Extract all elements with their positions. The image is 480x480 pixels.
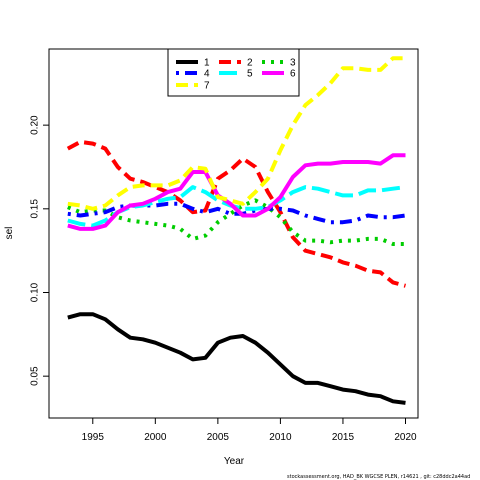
legend-label-3: 3 <box>290 58 296 69</box>
footer-note: stockassessment.org, HAD_BK WGCSE PLEN, … <box>287 474 471 480</box>
x-axis: 1995 2000 2005 2010 2015 2020 <box>82 417 417 443</box>
y-tick-label: 0.15 <box>30 199 41 219</box>
legend-label-6: 6 <box>290 69 296 80</box>
series-line-3 <box>67 198 406 246</box>
y-tick-label: 0.10 <box>30 282 41 302</box>
legend-label-4: 4 <box>204 69 210 80</box>
x-axis-title: Year <box>224 456 245 467</box>
x-tick-label: 2020 <box>394 432 417 443</box>
series-line-6 <box>67 153 406 231</box>
series-line-7 <box>67 56 406 211</box>
y-tick-label: 0.05 <box>30 366 41 386</box>
y-axis: 0.05 0.10 0.15 0.20 <box>30 115 50 386</box>
legend-label-2: 2 <box>247 58 253 69</box>
series-layer <box>66 56 407 405</box>
x-tick-label: 2015 <box>332 432 355 443</box>
legend-label-1: 1 <box>204 58 210 69</box>
series-line-4 <box>67 201 406 225</box>
legend-label-7: 7 <box>204 81 210 92</box>
x-tick-label: 2000 <box>144 432 167 443</box>
legend-label-5: 5 <box>247 69 253 80</box>
series-line-2 <box>66 139 407 288</box>
y-tick-label: 0.20 <box>30 115 41 135</box>
series-line-1 <box>67 312 406 405</box>
x-tick-label: 2010 <box>269 432 292 443</box>
x-tick-label: 1995 <box>82 432 105 443</box>
legend: 1 2 3 4 5 6 7 <box>167 48 300 97</box>
plot-frame <box>48 48 419 419</box>
y-axis-title: sel <box>4 227 15 240</box>
x-tick-label: 2005 <box>207 432 230 443</box>
